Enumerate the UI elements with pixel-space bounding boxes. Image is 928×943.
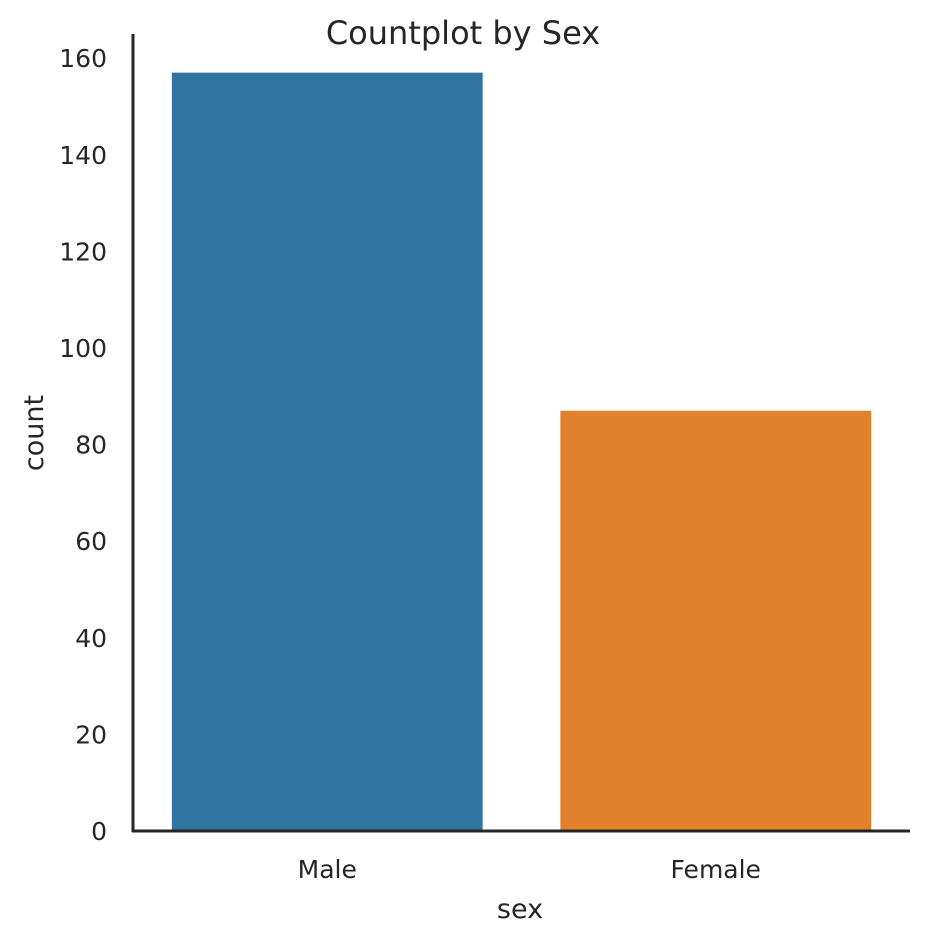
y-tick-label: 160	[59, 44, 107, 73]
y-tick-label: 0	[91, 817, 107, 846]
bars-group	[171, 72, 872, 831]
y-tick-label: 80	[75, 431, 107, 460]
y-tick-label: 60	[75, 527, 107, 556]
y-tick-label: 20	[75, 720, 107, 749]
y-axis-ticks: 0 20 40 60 80 100 120 140 160	[59, 44, 107, 846]
y-tick-label: 40	[75, 624, 107, 653]
chart-title: Countplot by Sex	[326, 14, 600, 52]
y-tick-label: 100	[59, 334, 107, 363]
x-axis-ticks: Male Female	[298, 855, 761, 884]
y-tick-label: 120	[59, 237, 107, 266]
x-tick-label-female: Female	[671, 855, 761, 884]
y-tick-label: 140	[59, 141, 107, 170]
x-tick-label-male: Male	[298, 855, 357, 884]
bar-female	[560, 410, 872, 831]
bar-male	[171, 72, 483, 831]
x-axis-label: sex	[497, 894, 543, 925]
y-axis-label: count	[19, 395, 50, 471]
